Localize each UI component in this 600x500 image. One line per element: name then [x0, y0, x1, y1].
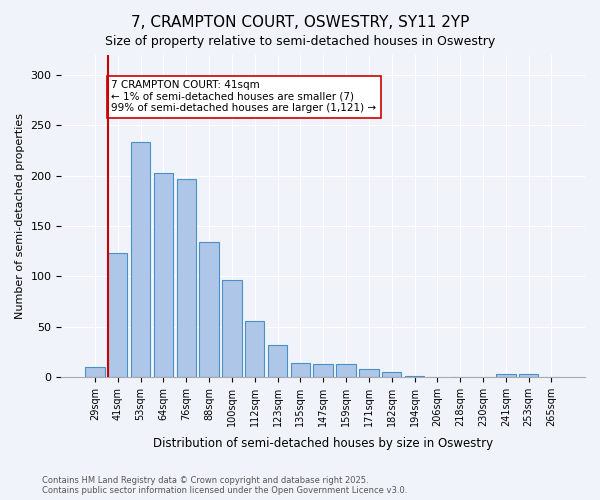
Bar: [382, 372, 401, 377]
Bar: [199, 242, 219, 377]
Bar: [154, 172, 173, 377]
Bar: [176, 178, 196, 377]
Bar: [131, 142, 150, 377]
Y-axis label: Number of semi-detached properties: Number of semi-detached properties: [15, 113, 25, 319]
Bar: [222, 280, 242, 377]
Text: Size of property relative to semi-detached houses in Oswestry: Size of property relative to semi-detach…: [105, 35, 495, 48]
Text: 7 CRAMPTON COURT: 41sqm
← 1% of semi-detached houses are smaller (7)
99% of semi: 7 CRAMPTON COURT: 41sqm ← 1% of semi-det…: [112, 80, 377, 114]
Text: Contains HM Land Registry data © Crown copyright and database right 2025.
Contai: Contains HM Land Registry data © Crown c…: [42, 476, 407, 495]
Bar: [268, 344, 287, 377]
X-axis label: Distribution of semi-detached houses by size in Oswestry: Distribution of semi-detached houses by …: [153, 437, 493, 450]
Bar: [405, 376, 424, 377]
Bar: [519, 374, 538, 377]
Bar: [496, 374, 515, 377]
Bar: [245, 322, 265, 377]
Bar: [108, 253, 127, 377]
Bar: [290, 362, 310, 377]
Text: 7, CRAMPTON COURT, OSWESTRY, SY11 2YP: 7, CRAMPTON COURT, OSWESTRY, SY11 2YP: [131, 15, 469, 30]
Bar: [337, 364, 356, 377]
Bar: [85, 366, 104, 377]
Bar: [313, 364, 333, 377]
Bar: [359, 368, 379, 377]
